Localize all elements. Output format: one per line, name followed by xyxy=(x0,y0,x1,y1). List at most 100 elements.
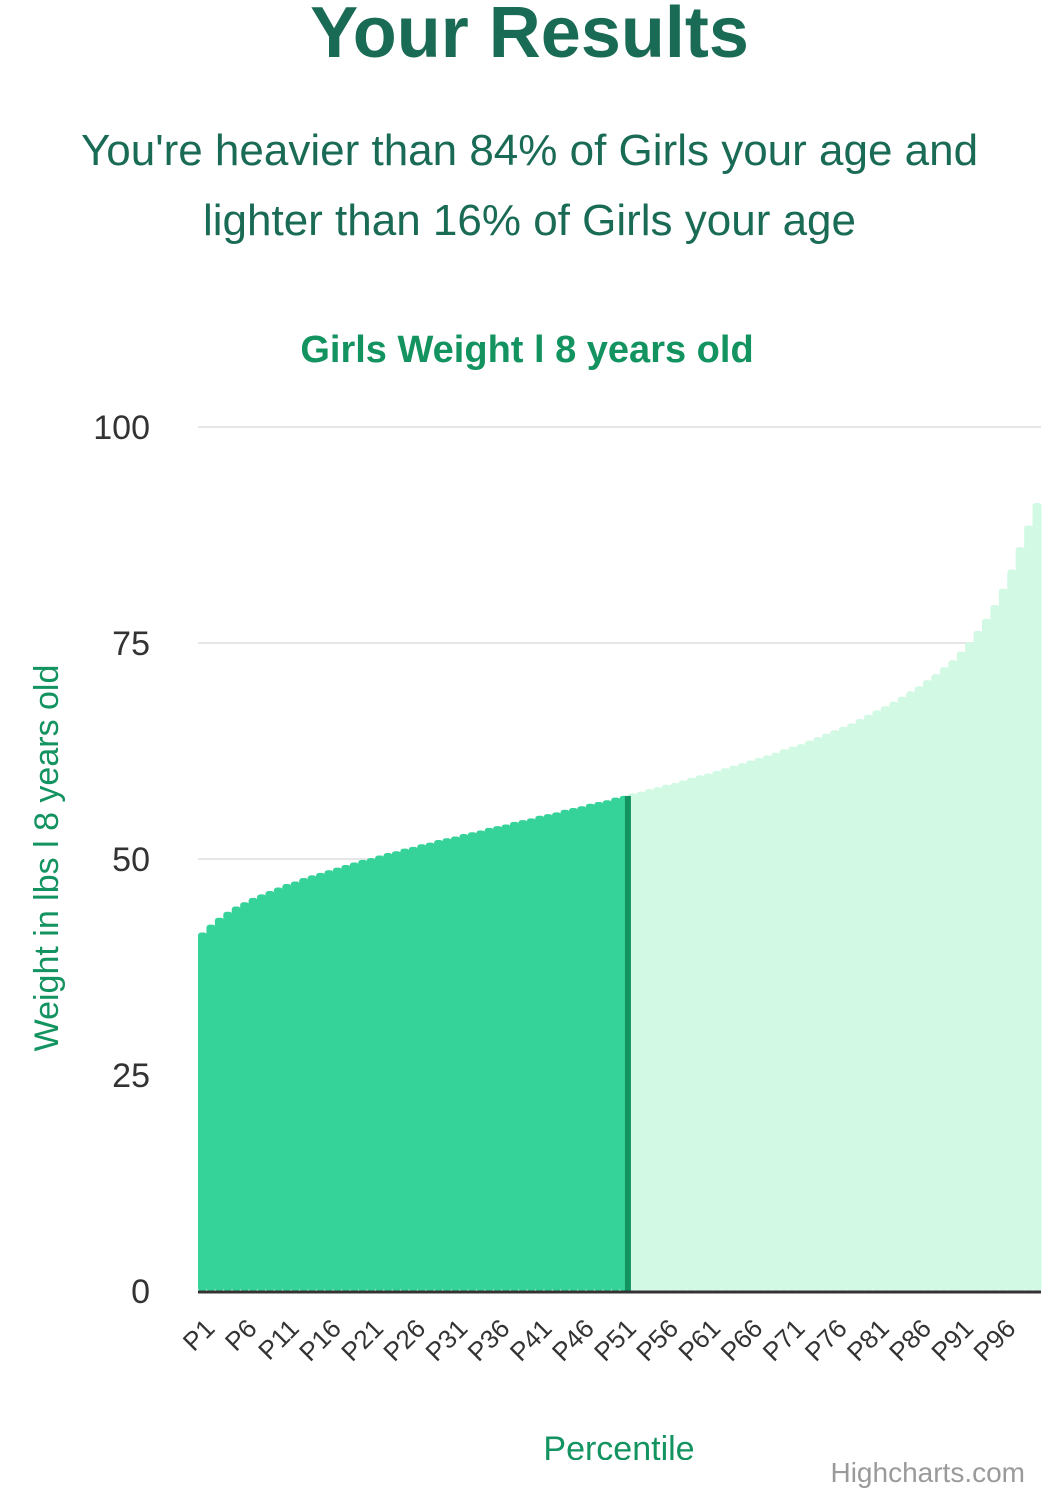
area-column-above xyxy=(695,775,705,1291)
page-heading: Your Results xyxy=(310,0,749,73)
area-column-below xyxy=(501,824,511,1291)
x-tick-label: P86 xyxy=(883,1313,937,1367)
x-tick-label: P21 xyxy=(335,1313,389,1367)
y-tick-label: 50 xyxy=(112,841,150,879)
x-tick-label: P96 xyxy=(967,1313,1021,1367)
area-column-above xyxy=(872,710,882,1291)
x-tick-label: P41 xyxy=(504,1313,558,1367)
x-tick-label: P6 xyxy=(219,1313,263,1357)
area-column-above xyxy=(703,773,713,1291)
area-column-below xyxy=(577,806,587,1291)
area-column-below xyxy=(493,826,503,1291)
area-column-above xyxy=(686,777,696,1291)
area-column-below xyxy=(425,842,435,1291)
area-column-below xyxy=(568,808,578,1291)
area-column-below xyxy=(366,858,376,1291)
area-column-below xyxy=(349,862,359,1291)
area-column-below xyxy=(206,924,216,1291)
x-tick-label: P66 xyxy=(714,1313,768,1367)
area-column-above xyxy=(737,763,747,1291)
area-column-below xyxy=(509,821,519,1291)
area-column-below xyxy=(391,851,401,1291)
x-tick-label: P26 xyxy=(377,1313,431,1367)
area-column-above xyxy=(745,760,755,1291)
x-tick-label: P36 xyxy=(462,1313,516,1367)
area-column-below xyxy=(602,800,612,1291)
area-column-above xyxy=(948,660,958,1291)
area-column-above xyxy=(830,730,840,1291)
area-column-above xyxy=(1024,525,1034,1291)
y-axis-title: Weight in lbs l 8 years old xyxy=(28,665,66,1052)
area-column-above xyxy=(931,674,941,1291)
area-column-below xyxy=(316,872,326,1291)
area-column-below xyxy=(560,809,570,1291)
area-column-above xyxy=(897,696,907,1291)
area-column-above xyxy=(762,755,772,1291)
user-marker-line xyxy=(624,795,631,1291)
area-column-above xyxy=(922,680,933,1291)
area-column-above xyxy=(661,784,671,1291)
area-column-below xyxy=(526,818,536,1291)
area-column-below xyxy=(552,812,562,1291)
area-column-above xyxy=(771,752,781,1291)
x-tick-label: P16 xyxy=(293,1313,347,1367)
x-tick-label: P31 xyxy=(419,1313,473,1367)
area-column-below xyxy=(400,848,410,1291)
area-column-above xyxy=(678,780,688,1291)
area-column-below xyxy=(214,917,224,1291)
area-column-below xyxy=(265,890,275,1291)
area-column-above xyxy=(889,701,899,1291)
area-column-below xyxy=(434,839,444,1291)
x-tick-label: P51 xyxy=(588,1313,642,1367)
area-column-below xyxy=(307,875,317,1291)
area-column-above xyxy=(1032,503,1042,1292)
area-column-above xyxy=(939,667,949,1291)
area-column-below xyxy=(198,932,208,1291)
area-column-above xyxy=(821,733,831,1291)
area-column-above xyxy=(653,787,663,1291)
area-column-below xyxy=(467,832,477,1291)
x-axis-title: Percentile xyxy=(543,1430,694,1460)
highcharts-credit[interactable]: Highcharts.com xyxy=(830,1457,1025,1488)
y-tick-label: 25 xyxy=(112,1057,150,1095)
area-column-below xyxy=(518,820,528,1291)
chart-title: Girls Weight l 8 years old xyxy=(300,329,753,371)
area-column-below xyxy=(223,911,233,1291)
area-column-above xyxy=(1015,547,1025,1291)
area-column-below xyxy=(332,867,342,1291)
x-tick-label: P46 xyxy=(546,1313,600,1367)
area-column-above xyxy=(729,765,739,1291)
area-above-user xyxy=(627,503,1042,1292)
area-column-below xyxy=(484,827,494,1291)
area-column-above xyxy=(636,791,646,1291)
percentile-chart: Girls Weight l 8 years old 0 25 50 75 100 P1… xyxy=(28,329,1042,1460)
x-tick-label: P56 xyxy=(630,1313,684,1367)
x-tick-label: P76 xyxy=(799,1313,853,1367)
area-column-below xyxy=(282,884,292,1291)
area-column-above xyxy=(847,723,857,1291)
area-column-below xyxy=(535,815,545,1291)
area-column-below xyxy=(358,859,368,1291)
area-column-above xyxy=(998,588,1008,1291)
y-tick-label: 75 xyxy=(112,625,150,663)
x-tick-label: P1 xyxy=(177,1313,221,1357)
area-column-above xyxy=(973,630,983,1291)
area-column-below xyxy=(341,865,351,1291)
x-tick-label: P11 xyxy=(252,1313,305,1366)
area-column-below xyxy=(543,814,553,1291)
area-column-below xyxy=(248,897,258,1291)
area-column-above xyxy=(981,618,992,1291)
area-column-above xyxy=(906,691,916,1291)
area-column-above xyxy=(914,686,924,1291)
area-column-below xyxy=(408,846,418,1291)
area-column-above xyxy=(813,737,823,1291)
area-column-below xyxy=(450,836,460,1291)
result-summary: You're heavier than 84% of Girls your ag… xyxy=(20,116,1039,256)
area-column-below xyxy=(585,803,595,1291)
area-column-above xyxy=(796,744,806,1291)
y-tick-label: 100 xyxy=(93,409,150,447)
area-column-below xyxy=(299,878,309,1291)
area-column-above xyxy=(956,651,966,1291)
area-column-above xyxy=(880,706,890,1291)
area-column-above xyxy=(990,604,1000,1291)
